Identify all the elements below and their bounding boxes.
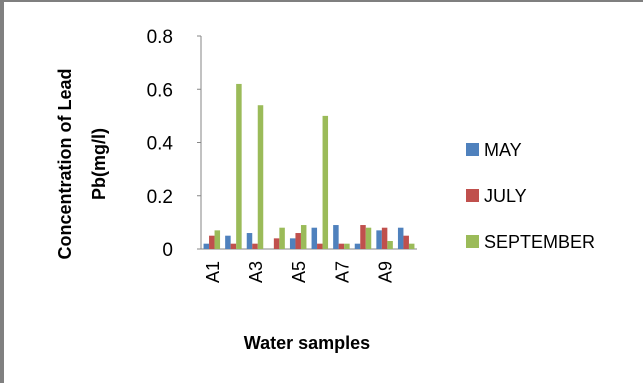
- legend: MAY JULY SEPTEMBER: [466, 140, 595, 252]
- bar-may-a8: [354, 243, 361, 249]
- bar-september-a7: [344, 243, 350, 249]
- bar-may-a6: [311, 227, 318, 249]
- legend-label-september: SEPTEMBER: [484, 232, 595, 252]
- x-tick-label: A1: [203, 261, 223, 283]
- bar-july-a2: [230, 243, 237, 249]
- bar-september-a8: [365, 227, 372, 249]
- legend-label-may: MAY: [484, 140, 522, 160]
- legend-label-july: JULY: [484, 186, 527, 206]
- bar-july-a4: [273, 238, 280, 249]
- bar-july-a3: [252, 243, 258, 249]
- bar-may-a9: [376, 230, 382, 249]
- y-axis-label-line2: Pb(mg/l): [89, 128, 109, 200]
- bar-september-a3: [257, 105, 264, 249]
- legend-swatch-september: [466, 235, 479, 248]
- legend-swatch-july: [466, 189, 479, 202]
- bar-september-a4: [279, 227, 285, 249]
- bar-may-a10: [397, 227, 404, 249]
- bar-july-a7: [338, 243, 345, 249]
- bar-september-a5: [300, 225, 307, 249]
- bar-july-a9: [381, 227, 388, 249]
- bar-september-a1: [214, 230, 221, 249]
- y-tick-label: 0.8: [147, 27, 173, 48]
- x-tick-label: A7: [332, 261, 352, 283]
- plot-area: 0 0.2 0.4 0.6 0.8 A1 A3 A5 A7 A9: [147, 27, 417, 283]
- bar-may-a2: [225, 235, 231, 249]
- bar-july-a10: [403, 235, 409, 249]
- frame-left-border: [0, 2, 4, 383]
- x-tick-label: A9: [376, 261, 396, 283]
- bar-may-a1: [203, 243, 210, 249]
- bar-july-a1: [209, 235, 215, 249]
- bar-july-a8: [360, 225, 366, 249]
- bar-may-a7: [333, 225, 339, 249]
- bar-september-a6: [322, 115, 329, 250]
- x-tick-label: A5: [289, 261, 309, 283]
- y-tick-label: 0.6: [147, 80, 173, 101]
- y-tick-label: 0.4: [147, 134, 174, 155]
- bar-july-a5: [295, 233, 301, 249]
- bar-may-a5: [289, 238, 296, 249]
- bar-may-a3: [246, 233, 253, 249]
- y-tick-label: 0.2: [147, 187, 173, 208]
- x-axis-label: Water samples: [244, 333, 370, 353]
- bar-september-a9: [387, 241, 393, 249]
- y-tick-label: 0: [162, 240, 173, 261]
- y-axis-label-line1: Concentration of Lead: [55, 68, 75, 259]
- legend-swatch-may: [466, 143, 479, 156]
- bar-september-a2: [236, 83, 242, 250]
- x-tick-label: A3: [246, 261, 266, 283]
- bar-july-a6: [317, 243, 323, 249]
- bar-september-a10: [408, 243, 415, 249]
